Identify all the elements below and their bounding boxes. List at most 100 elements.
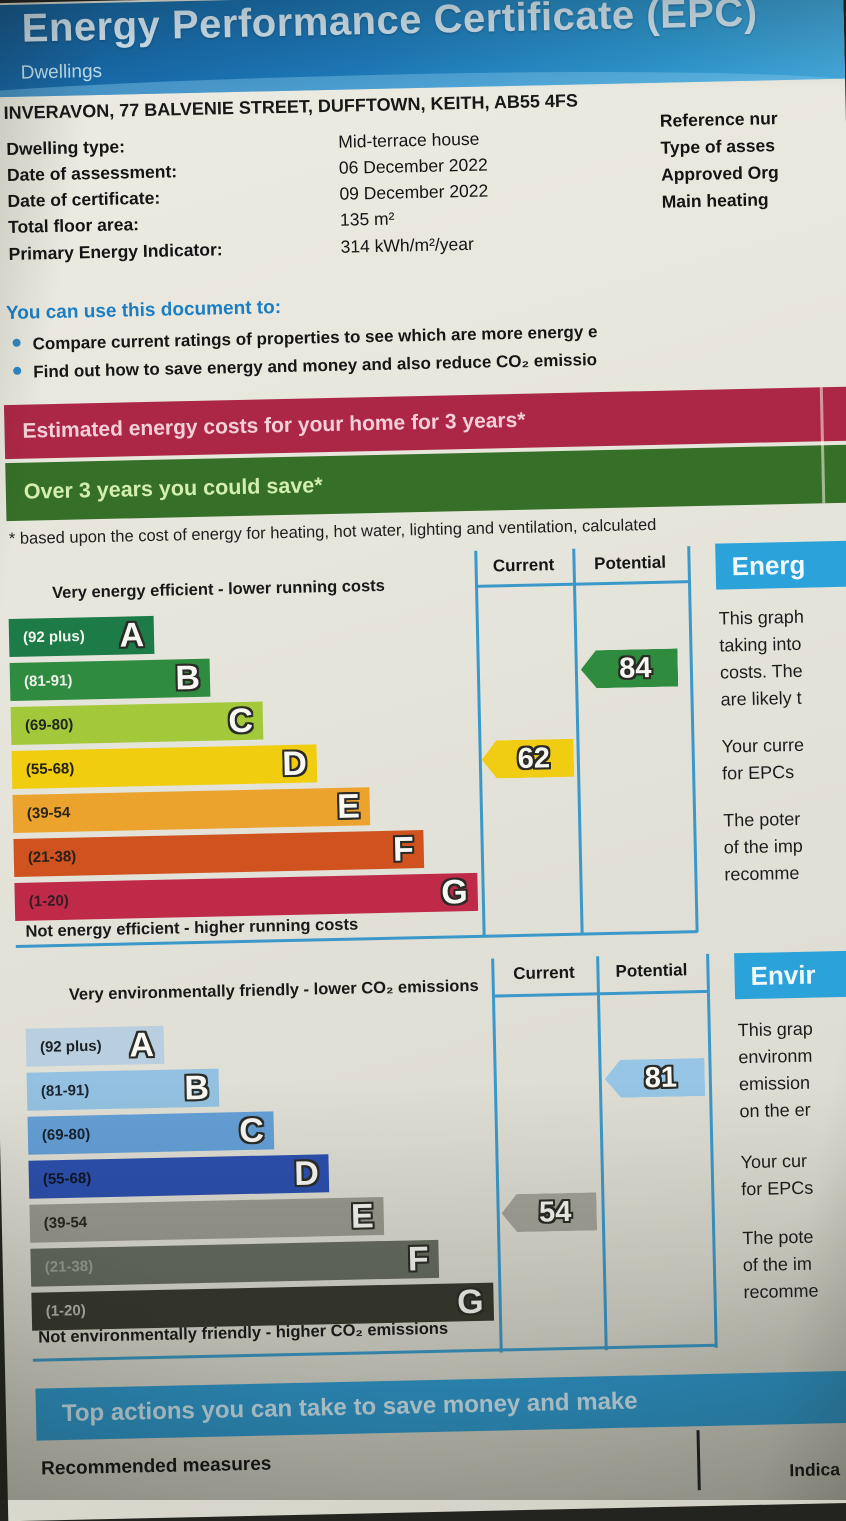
side-text-line: taking into: [719, 633, 802, 656]
page-header: Energy Performance Certificate (EPC) Dwe…: [0, 0, 846, 98]
side-text-line: recomme: [724, 862, 800, 885]
band-letter: E: [350, 1197, 375, 1236]
energy-band-b: (81-91) B: [9, 658, 211, 702]
band-letter: F: [392, 830, 415, 869]
top-actions-banner-title: Top actions you can take to save money a…: [61, 1387, 638, 1428]
band-range: (39-54: [43, 1213, 88, 1232]
band-letter: D: [281, 744, 308, 784]
detail-row-primary-energy: Primary Energy Indicator: 314 kWh/m²/year: [8, 234, 474, 265]
side-text-line: costs. The: [719, 660, 803, 683]
table-line: [491, 989, 709, 998]
detail-label: Dwelling type:: [6, 136, 126, 159]
table-line: [475, 580, 691, 588]
env-current-column-header: Current: [513, 962, 575, 984]
bullet-text: Find out how to save energy and money an…: [33, 350, 598, 382]
env-potential-column-header: Potential: [615, 960, 688, 981]
band-range: (69-80): [24, 716, 74, 735]
detail-label-main-heating: Main heating: [661, 189, 769, 212]
env-band-d: (55-68) D: [28, 1154, 330, 1199]
band-letter: F: [407, 1240, 430, 1279]
energy-current-pointer: 62: [481, 739, 574, 779]
detail-label: Date of certificate:: [7, 187, 161, 211]
env-side-heading: Envir: [734, 950, 846, 1000]
side-text-line: for EPCs: [741, 1177, 814, 1200]
detail-value: 314 kWh/m²/year: [340, 233, 475, 257]
side-text-line: Your cur: [740, 1150, 808, 1173]
band-letter: B: [183, 1068, 210, 1108]
environmental-impact-chart: Very environmentally friendly - lower CO…: [0, 950, 846, 1369]
energy-side-paragraph: This graph taking into costs. The are li…: [719, 604, 806, 714]
energy-band-e: (39-54 E: [12, 787, 371, 833]
detail-label-reference-number: Reference nur: [659, 108, 778, 131]
energy-band-g: (1-20) G: [14, 872, 479, 921]
energy-band-d: (55-68) D: [11, 744, 318, 790]
estimated-costs-banner-title: Estimated energy costs for your home for…: [22, 408, 526, 443]
env-band-c: (69-80) C: [27, 1111, 275, 1155]
band-range: (92 plus): [22, 627, 85, 647]
band-range: (21-38): [44, 1257, 94, 1276]
band-letter: C: [227, 701, 254, 741]
side-text-line: on the er: [739, 1099, 811, 1122]
energy-top-caption: Very energy efficient - lower running co…: [51, 576, 386, 603]
detail-row-floor-area: Total floor area: 135 m²: [8, 209, 395, 238]
bullet-icon: [12, 338, 21, 347]
band-letter: E: [336, 787, 361, 826]
bullet-text: Compare current ratings of properties to…: [32, 322, 598, 354]
env-side-heading-text: Envir: [750, 959, 816, 991]
band-letter: G: [440, 873, 469, 912]
env-bands: (92 plus) A (81-91) B (69-80) C (55-68) D (3…: [25, 1019, 495, 1337]
savings-banner-title: Over 3 years you could save*: [23, 472, 323, 504]
band-range: (69-80): [41, 1125, 91, 1144]
energy-potential-column-header: Potential: [593, 552, 667, 574]
table-line: [572, 548, 584, 935]
header-wave-decoration: [0, 63, 846, 98]
band-letter: G: [456, 1282, 485, 1322]
band-range: (55-68): [42, 1169, 92, 1188]
env-current-pointer: 54: [501, 1192, 597, 1232]
energy-band-c: (69-80) C: [10, 701, 264, 746]
side-text-line: The pote: [742, 1226, 814, 1249]
env-band-f: (21-38) F: [30, 1239, 440, 1287]
side-text-line: emission: [738, 1072, 811, 1095]
env-top-caption: Very environmentally friendly - lower CO…: [68, 976, 479, 1004]
band-range: (81-91): [40, 1081, 90, 1100]
top-actions-banner: Top actions you can take to save money a…: [35, 1370, 846, 1441]
env-potential-pointer: 81: [604, 1058, 705, 1098]
side-text-line: are likely t: [720, 687, 802, 710]
energy-band-a: (92 plus) A: [8, 615, 155, 658]
band-range: (39-54: [26, 804, 71, 823]
side-text-line: recomme: [743, 1280, 819, 1303]
detail-row-certificate-date: Date of certificate: 09 December 2022: [7, 180, 488, 211]
side-text-line: The poter: [722, 808, 801, 831]
measures-table-column-line: [696, 1430, 701, 1491]
env-band-e: (39-54 E: [29, 1197, 385, 1243]
energy-current-column-header: Current: [492, 555, 555, 576]
band-range: (21-38): [27, 848, 77, 867]
usage-bullet-compare: Compare current ratings of properties to…: [12, 322, 598, 355]
energy-side-heading-text: Energ: [731, 549, 806, 581]
cost-footnote: * based upon the cost of energy for heat…: [8, 515, 657, 549]
band-letter: A: [119, 616, 145, 655]
detail-value: Mid-terrace house: [338, 128, 480, 152]
detail-label: Primary Energy Indicator:: [8, 239, 223, 264]
energy-side-paragraph: Your curre for EPCs: [721, 732, 805, 788]
env-side-paragraph: The pote of the im recomme: [742, 1224, 819, 1307]
energy-potential-value: 84: [618, 651, 652, 685]
detail-label: Total floor area:: [7, 214, 140, 237]
side-text-line: This graph: [718, 606, 805, 629]
band-range: (81-91): [23, 672, 73, 691]
detail-value: 06 December 2022: [338, 154, 488, 178]
side-text-line: Your curre: [721, 734, 805, 757]
detail-label-approved-organisation: Approved Org: [660, 162, 779, 185]
side-text-line: of the im: [742, 1253, 813, 1276]
energy-band-f: (21-38) F: [13, 830, 425, 877]
env-side-paragraph: This grap environm emission on the er: [737, 1016, 814, 1126]
usage-bullet-save: Find out how to save energy and money an…: [13, 350, 597, 383]
page-title: Energy Performance Certificate (EPC): [21, 0, 759, 51]
side-text-line: of the imp: [723, 835, 804, 858]
energy-efficiency-chart: Very energy efficient - lower running co…: [0, 540, 846, 952]
table-line: [596, 956, 608, 1351]
energy-current-value: 62: [517, 741, 551, 775]
